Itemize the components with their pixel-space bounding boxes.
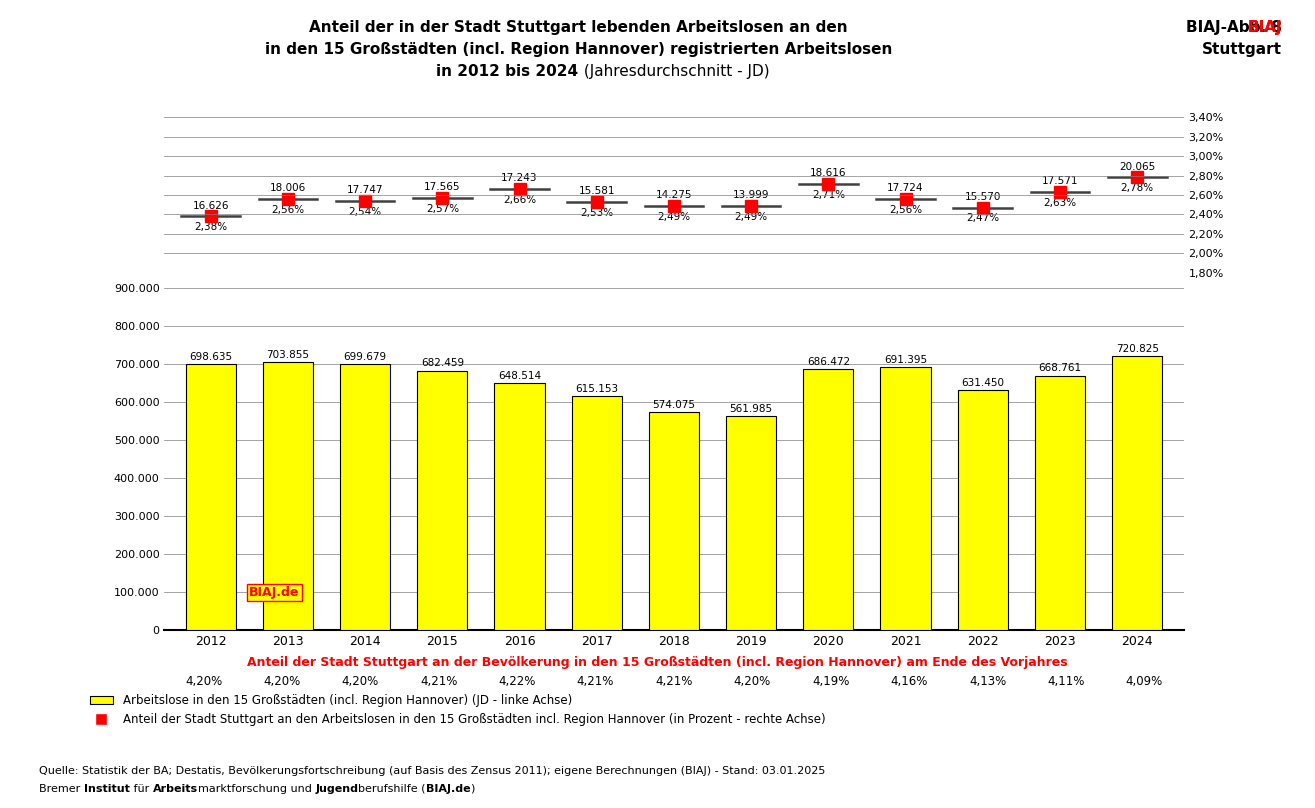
Text: 2,71%: 2,71%	[811, 190, 846, 200]
Text: für: für	[130, 784, 153, 793]
Text: 18.006: 18.006	[270, 183, 306, 193]
Text: 631.450: 631.450	[961, 377, 1005, 388]
Bar	[494, 384, 544, 630]
Text: in 2012 bis 2024: in 2012 bis 2024	[437, 64, 579, 79]
Text: BIAJ: BIAJ	[1248, 20, 1282, 36]
Bar	[263, 363, 313, 630]
Text: 17.571: 17.571	[1041, 176, 1078, 186]
Text: 699.679: 699.679	[343, 351, 387, 362]
Text: 4,20%: 4,20%	[342, 675, 379, 688]
Text: 720.825: 720.825	[1115, 343, 1159, 354]
Text: Institut: Institut	[84, 784, 130, 793]
Text: 561.985: 561.985	[730, 404, 773, 415]
Text: 17.724: 17.724	[888, 183, 924, 193]
Text: 13.999: 13.999	[732, 190, 769, 200]
Text: 2,53%: 2,53%	[580, 208, 613, 217]
Text: in den 15 Großstädten (incl. Region Hannover) registrierten Arbeitslosen: in den 15 Großstädten (incl. Region Hann…	[264, 42, 893, 57]
Text: 691.395: 691.395	[884, 355, 927, 365]
Text: 2,47%: 2,47%	[967, 213, 999, 224]
Bar	[1035, 376, 1085, 630]
Text: 703.855: 703.855	[267, 350, 309, 360]
Text: ): )	[471, 784, 475, 793]
Text: 4,20%: 4,20%	[263, 675, 301, 688]
Text: 15.581: 15.581	[579, 186, 615, 196]
Text: 4,21%: 4,21%	[577, 675, 614, 688]
Bar	[648, 412, 700, 630]
Bar	[726, 416, 776, 630]
Text: 648.514: 648.514	[498, 371, 540, 381]
Text: (Jahresdurchschnitt - JD): (Jahresdurchschnitt - JD)	[579, 64, 769, 79]
Text: 4,21%: 4,21%	[655, 675, 693, 688]
Text: 682.459: 682.459	[421, 358, 464, 368]
Text: 4,19%: 4,19%	[813, 675, 849, 688]
Text: 2,57%: 2,57%	[426, 204, 459, 214]
Text: 2,78%: 2,78%	[1120, 183, 1153, 193]
Text: 4,11%: 4,11%	[1047, 675, 1085, 688]
Text: BIAJ-Abb. 8: BIAJ-Abb. 8	[1186, 20, 1282, 36]
Text: 16.626: 16.626	[192, 200, 229, 211]
Text: 4,20%: 4,20%	[734, 675, 771, 688]
Text: 4,21%: 4,21%	[419, 675, 458, 688]
Text: Jugend: Jugend	[316, 784, 358, 793]
Text: 17.243: 17.243	[501, 174, 538, 183]
Text: Stuttgart: Stuttgart	[1202, 42, 1282, 57]
Text: 4,16%: 4,16%	[890, 675, 928, 688]
Legend: Arbeitslose in den 15 Großstädten (incl. Region Hannover) (JD - linke Achse), An: Arbeitslose in den 15 Großstädten (incl.…	[84, 690, 830, 731]
Text: 2,49%: 2,49%	[735, 212, 768, 221]
Text: 4,20%: 4,20%	[185, 675, 222, 688]
Text: 15.570: 15.570	[965, 191, 1001, 202]
Text: berufshilfe (: berufshilfe (	[358, 784, 426, 793]
Bar	[417, 371, 467, 630]
Text: 2,56%: 2,56%	[889, 204, 922, 215]
Text: 4,13%: 4,13%	[969, 675, 1006, 688]
Text: BIAJ: BIAJ	[1248, 20, 1282, 36]
Text: 2,38%: 2,38%	[195, 222, 227, 232]
Text: Anteil der in der Stadt Stuttgart lebenden Arbeitslosen an den: Anteil der in der Stadt Stuttgart lebend…	[309, 20, 848, 36]
Text: 17.565: 17.565	[423, 182, 460, 192]
Text: 2,66%: 2,66%	[502, 195, 537, 205]
Text: 17.747: 17.747	[347, 185, 384, 195]
Text: BIAJ.de: BIAJ.de	[250, 586, 300, 599]
Text: Arbeits: Arbeits	[153, 784, 199, 793]
Text: Bremer: Bremer	[39, 784, 84, 793]
Text: 18.616: 18.616	[810, 168, 847, 179]
Text: Quelle: Statistik der BA; Destatis, Bevölkerungsfortschreibung (auf Basis des Ze: Quelle: Statistik der BA; Destatis, Bevö…	[39, 766, 826, 776]
Text: 20.065: 20.065	[1119, 162, 1156, 171]
Text: 2,54%: 2,54%	[348, 207, 381, 217]
Text: 2,63%: 2,63%	[1043, 198, 1077, 208]
Text: 2,49%: 2,49%	[658, 212, 690, 221]
Text: 686.472: 686.472	[807, 357, 849, 367]
Bar	[957, 390, 1007, 630]
Text: 698.635: 698.635	[189, 352, 233, 362]
Bar	[881, 367, 931, 630]
Text: Anteil der Stadt Stuttgart an der Bevölkerung in den 15 Großstädten (incl. Regio: Anteil der Stadt Stuttgart an der Bevölk…	[247, 656, 1068, 669]
Text: 574.075: 574.075	[652, 399, 696, 410]
Text: 668.761: 668.761	[1039, 364, 1081, 373]
Text: 14.275: 14.275	[656, 190, 692, 200]
Text: 615.153: 615.153	[575, 384, 618, 393]
Bar	[1112, 356, 1162, 630]
Text: 4,22%: 4,22%	[498, 675, 535, 688]
Text: 4,09%: 4,09%	[1126, 675, 1162, 688]
Bar	[185, 364, 235, 630]
Bar	[341, 364, 391, 630]
Bar	[803, 369, 853, 630]
Text: 2,56%: 2,56%	[271, 204, 305, 215]
Bar	[572, 396, 622, 630]
Text: BIAJ.de: BIAJ.de	[426, 784, 471, 793]
Text: marktforschung und: marktforschung und	[199, 784, 316, 793]
